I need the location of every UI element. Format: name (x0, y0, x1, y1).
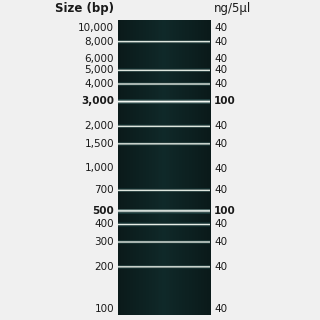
Bar (190, 20, 192, 315)
Bar (146, 20, 148, 315)
Bar (159, 20, 161, 315)
Bar (132, 20, 134, 315)
Text: Size (bp): Size (bp) (55, 2, 114, 15)
Text: ng/5μl: ng/5μl (214, 2, 251, 15)
Text: 40: 40 (214, 79, 227, 89)
Bar (208, 20, 211, 315)
Text: 40: 40 (214, 54, 227, 64)
Bar (202, 20, 204, 315)
Bar (133, 20, 135, 315)
Bar (156, 20, 158, 315)
Text: 40: 40 (214, 220, 227, 229)
Bar (170, 20, 172, 315)
Bar (136, 20, 139, 315)
Bar (165, 20, 168, 315)
Bar (187, 20, 189, 315)
Bar (161, 20, 163, 315)
Bar (181, 20, 183, 315)
Bar (164, 20, 166, 315)
Bar (121, 20, 123, 315)
Text: 40: 40 (214, 23, 227, 33)
Bar (173, 20, 175, 315)
Bar (198, 20, 200, 315)
Bar (193, 20, 195, 315)
Bar (127, 20, 129, 315)
Bar (163, 20, 164, 315)
Bar (201, 20, 203, 315)
Bar (130, 20, 132, 315)
Bar (195, 20, 197, 315)
Bar (184, 20, 186, 315)
Bar (186, 20, 188, 315)
Text: 100: 100 (94, 304, 114, 314)
Bar (182, 20, 184, 315)
Bar (123, 20, 124, 315)
Text: 10,000: 10,000 (78, 23, 114, 33)
Text: 40: 40 (214, 121, 227, 131)
Text: 400: 400 (94, 220, 114, 229)
Bar (207, 20, 209, 315)
Bar (158, 20, 160, 315)
Text: 2,000: 2,000 (84, 121, 114, 131)
Text: 40: 40 (214, 164, 227, 173)
Text: 3,000: 3,000 (81, 96, 114, 107)
Bar (120, 20, 122, 315)
Bar (124, 20, 126, 315)
Bar (147, 20, 149, 315)
Text: 5,000: 5,000 (84, 65, 114, 75)
Bar (172, 20, 174, 315)
Text: 40: 40 (214, 65, 227, 75)
Text: 40: 40 (214, 36, 227, 47)
Text: 6,000: 6,000 (84, 54, 114, 64)
Bar (188, 20, 191, 315)
Bar (118, 20, 120, 315)
Text: 40: 40 (214, 304, 227, 314)
Bar (142, 20, 145, 315)
Text: 40: 40 (214, 262, 227, 272)
Bar (135, 20, 137, 315)
Text: 40: 40 (214, 139, 227, 149)
Bar (149, 20, 151, 315)
Bar (196, 20, 198, 315)
Text: 100: 100 (214, 206, 236, 216)
Text: 40: 40 (214, 237, 227, 247)
Bar (175, 20, 177, 315)
Bar (150, 20, 152, 315)
Bar (178, 20, 180, 315)
Bar (140, 20, 141, 315)
Bar (153, 20, 155, 315)
Text: 200: 200 (94, 262, 114, 272)
Text: 4,000: 4,000 (84, 79, 114, 89)
Bar (205, 20, 207, 315)
Text: 700: 700 (94, 185, 114, 195)
Bar (176, 20, 178, 315)
Bar (155, 20, 157, 315)
Bar (138, 20, 140, 315)
Bar (192, 20, 194, 315)
Bar (179, 20, 181, 315)
Bar (152, 20, 154, 315)
Bar (126, 20, 128, 315)
Bar (167, 20, 169, 315)
Text: 1,000: 1,000 (84, 164, 114, 173)
Text: 500: 500 (92, 206, 114, 216)
Text: 1,500: 1,500 (84, 139, 114, 149)
Bar (129, 20, 131, 315)
Bar (204, 20, 206, 315)
Bar (141, 20, 143, 315)
Text: 300: 300 (94, 237, 114, 247)
Text: 40: 40 (214, 185, 227, 195)
Text: 100: 100 (214, 96, 236, 107)
Text: 8,000: 8,000 (84, 36, 114, 47)
Bar (199, 20, 201, 315)
Bar (169, 20, 171, 315)
Bar (144, 20, 146, 315)
